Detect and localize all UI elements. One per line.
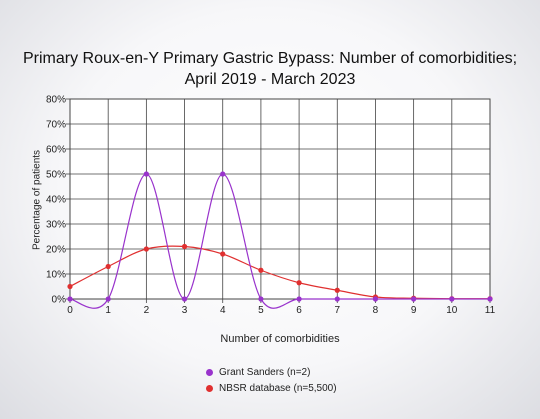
- legend-label-nbsr-database: NBSR database (n=5,500): [219, 382, 337, 394]
- data-point-grant-sanders: [220, 171, 226, 177]
- series-line-nbsr-database: [69, 245, 491, 300]
- y-tick-label: 60%: [46, 145, 66, 156]
- data-point-grant-sanders: [334, 296, 340, 302]
- legend-item-grant-sanders: Grant Sanders (n=2): [206, 364, 337, 380]
- x-tick-label: 8: [373, 305, 379, 316]
- data-point-grant-sanders: [67, 296, 73, 302]
- legend-item-nbsr-database: NBSR database (n=5,500): [206, 380, 337, 396]
- x-tick-label: 5: [258, 305, 264, 316]
- y-tick-label: 10%: [46, 270, 66, 281]
- x-tick-label: 1: [105, 305, 111, 316]
- legend-marker-nbsr-database: [206, 384, 213, 392]
- data-point-grant-sanders: [296, 296, 302, 302]
- y-tick-label: 0%: [52, 295, 67, 306]
- x-tick-label: 7: [334, 305, 340, 316]
- data-point-grant-sanders: [487, 296, 493, 302]
- y-tick-label: 20%: [46, 245, 66, 256]
- legend-marker-grant-sanders: [206, 368, 213, 376]
- y-axis-label: Percentage of patients: [31, 149, 43, 251]
- data-point-grant-sanders: [105, 296, 111, 302]
- x-tick-label: 4: [220, 305, 226, 316]
- data-point-grant-sanders: [372, 296, 379, 302]
- data-point-grant-sanders: [181, 296, 188, 302]
- data-point-nbsr-database: [143, 246, 149, 252]
- y-tick-label: 30%: [46, 220, 66, 231]
- data-point-nbsr-database: [181, 243, 188, 250]
- x-tick-label: 6: [296, 305, 302, 316]
- legend: Grant Sanders (n=2) NBSR database (n=5,5…: [206, 364, 337, 396]
- x-tick-label: 2: [144, 305, 150, 316]
- data-point-grant-sanders: [449, 296, 455, 302]
- data-point-nbsr-database: [334, 287, 340, 293]
- data-point-nbsr-database: [220, 251, 226, 257]
- data-point-grant-sanders: [411, 296, 417, 302]
- x-tick-label: 3: [182, 305, 188, 316]
- chart-title: Primary Roux-en-Y Primary Gastric Bypass…: [0, 48, 540, 90]
- data-point-grant-sanders: [143, 171, 149, 177]
- x-tick-label: 0: [67, 305, 73, 316]
- chart-title-line-2: April 2019 - March 2023: [184, 71, 356, 88]
- data-point-nbsr-database: [67, 283, 73, 290]
- data-point-nbsr-database: [296, 280, 302, 286]
- y-tick-label: 50%: [46, 170, 66, 181]
- data-point-grant-sanders: [258, 296, 264, 302]
- plot-border: [69, 98, 491, 300]
- data-point-nbsr-database: [258, 267, 264, 273]
- y-tick-label: 80%: [46, 95, 66, 106]
- y-tick-label: 70%: [46, 120, 66, 131]
- x-tick-label: 11: [485, 305, 496, 316]
- y-tick-label: 40%: [46, 195, 66, 206]
- x-axis-label: Number of comorbidities: [220, 333, 340, 345]
- chart-title-line-1: Primary Roux-en-Y Primary Gastric Bypass…: [22, 50, 518, 67]
- data-point-nbsr-database: [105, 263, 111, 270]
- x-tick-label: 10: [446, 305, 458, 316]
- x-tick-label: 9: [411, 305, 417, 316]
- legend-label-grant-sanders: Grant Sanders (n=2): [219, 366, 311, 378]
